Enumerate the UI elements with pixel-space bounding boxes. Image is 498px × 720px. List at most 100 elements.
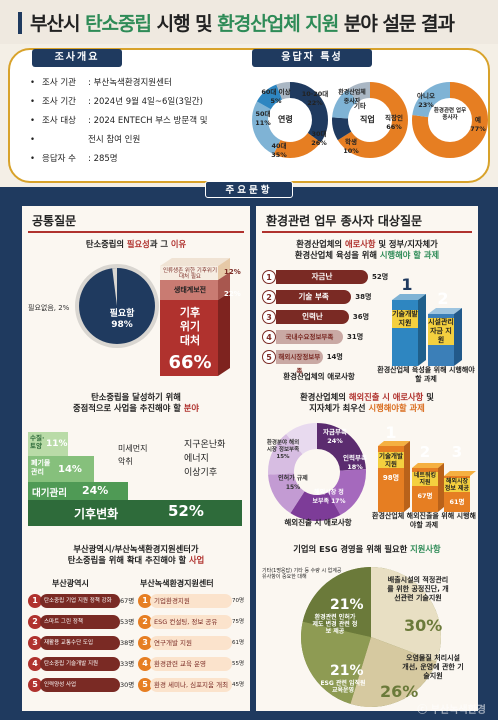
difficulty-bar: 해외시장정보부족 xyxy=(276,350,323,375)
esg-pct-3: 21% xyxy=(330,663,364,679)
job-label: 기타 xyxy=(354,102,366,110)
overseas-value-1: 98명 xyxy=(382,474,400,482)
rank-number: 3 xyxy=(138,636,152,650)
center-item: 환경관련 교육 운영 xyxy=(150,657,232,671)
busan-city-value: 33명 xyxy=(120,660,135,668)
difficulty-value: 14명 xyxy=(326,353,343,361)
overseas-value-2: 67명 xyxy=(417,492,433,500)
overview-item: 응답자 수: 285명 xyxy=(30,153,208,172)
title-accent-bar xyxy=(18,12,22,34)
rank-number: 4 xyxy=(28,657,42,671)
env-worker-label: 아니오 23% xyxy=(417,92,435,109)
busan-city-value: 38명 xyxy=(120,639,135,647)
esg-item-other: 기타(1명응답) 기타 등 수량 시 업계공유사항이 중요한 대해 xyxy=(262,568,342,580)
rank-number: 1 xyxy=(138,594,152,608)
age-label: 10·20대 22% xyxy=(301,90,329,107)
overview-list: 조사 기관: 부산녹색환경지원센터 조사 기간: 2024년 9월 4일~6일(… xyxy=(30,77,208,172)
esg-pct-4: 21% xyxy=(330,597,364,613)
field-strip: 수질·토양 11% xyxy=(28,432,68,456)
difficulty-value: 31명 xyxy=(346,333,364,341)
difficulty-bar: 기술 부족 xyxy=(276,290,352,304)
busan-city-item: 인력양성 사업 xyxy=(40,678,120,692)
busan-city-value: 67명 xyxy=(120,597,135,605)
rank-number: 5 xyxy=(262,350,276,364)
rank-number: 4 xyxy=(262,330,276,344)
env-workers-title: 환경관련 업무 종사자 대상질문 xyxy=(266,214,423,228)
watermark: ⓒ 부산녹색환경 xyxy=(417,705,486,716)
overseas-item-2: 네트워킹 지원 xyxy=(412,472,438,486)
busan-city-value: 53명 xyxy=(120,618,135,626)
q1-title: 탄소중립의 필요성과 그 이유 xyxy=(85,239,187,249)
overview-item: 조사 기관: 부산녹색환경지원센터 xyxy=(30,77,208,96)
env-workers-panel: 환경관련 업무 종사자 대상질문 환경산업체의 애로사항 및 정부/지자체가 환경… xyxy=(256,206,478,711)
esg-item-3: ESG 관련 임직원 교육운영 xyxy=(320,680,366,694)
env-worker-donut-center: 환경관련 업무 종사자 xyxy=(433,108,467,121)
center-header: 부산녹색환경지원센터 xyxy=(140,579,214,588)
center-value: 75명 xyxy=(232,619,245,625)
esg-item-2: 오염물질 처리시설 개선, 운영에 관한 기술지원 xyxy=(402,654,464,680)
necessity-pie-chart xyxy=(75,264,159,348)
overseas-label: 자금부족 24% xyxy=(323,428,347,445)
necessity-inner-label: 필요함 98% xyxy=(109,309,135,330)
reason-climate-pct: 66% xyxy=(168,352,212,373)
job-label: 학생 10% xyxy=(343,138,359,155)
esg-item-4: 환경관련 인허가 제도 변경 관련 정보 제공 xyxy=(312,614,358,635)
job-label: 환경산업체 종사자 xyxy=(338,89,366,105)
podium-item-2: 시설관리 자금 지원 xyxy=(428,318,454,345)
q3-title: 부산광역시/부산녹색환경지원센터가 탄소중립을 위해 확대 추진해야 할 사업 xyxy=(67,544,205,565)
overseas-rank-3: 3 xyxy=(451,443,463,461)
reason-top-label: 인류생존 위한 기후위기 대처 필요 xyxy=(162,268,218,280)
overview-item: 조사 대상: 2024 ENTECH 부스 방문객 및 xyxy=(30,115,208,134)
difficulty-bar: 국내수요정보부족 xyxy=(276,330,343,344)
rank-number: 2 xyxy=(262,290,276,304)
center-value: 45명 xyxy=(232,682,245,688)
job-label: 직장인 66% xyxy=(385,114,403,131)
difficulty-caption: 환경산업체의 애로사항 xyxy=(283,372,355,381)
overseas-difficulty-donut xyxy=(268,423,366,521)
overseas-label: 인허가 규제 15% xyxy=(278,475,308,491)
age-label: 40대 35% xyxy=(271,142,287,159)
overseas-rank-2: 2 xyxy=(419,443,431,461)
age-donut-chart xyxy=(252,82,328,158)
rank-number: 2 xyxy=(28,615,42,629)
rank-number: 4 xyxy=(138,657,152,671)
center-item: 환경 세미나, 심포지움 개최 xyxy=(150,678,232,692)
podium-rank-2: 2 xyxy=(437,289,449,308)
difficulty-value: 36명 xyxy=(352,313,370,321)
age-label: 30대 26% xyxy=(311,130,327,147)
difficulty-value: 38명 xyxy=(355,293,372,301)
policy-caption: 환경산업체 육성을 위해 시행해야할 과제 xyxy=(377,366,475,383)
busan-city-item: 탄소중립 기업 지원 정책 강화 xyxy=(40,594,120,608)
esg-pct-1: 30% xyxy=(404,616,443,635)
r-q1-title: 환경산업체의 애로사항 및 정부/지자체가 환경산업체 육성을 위해 시행해야 할… xyxy=(294,239,440,260)
rank-number: 3 xyxy=(28,636,42,650)
overseas-policy-caption: 환경산업체 해외진출을 위해 시행해야할 과제 xyxy=(372,512,476,529)
busan-city-item: 스마트 그린 정책 xyxy=(40,615,120,629)
page-title: 부산시 탄소중립 시행 및 환경산업체 지원 분야 설문 결과 xyxy=(30,13,455,35)
age-label: 50대 11% xyxy=(255,110,271,127)
busan-city-item: 탄소중립 기술개발 지원 xyxy=(40,657,120,671)
center-item: 기업환경지원 xyxy=(150,594,232,608)
reasons-stacked-box xyxy=(160,258,230,376)
rank-number: 5 xyxy=(28,678,42,692)
rank-number: 1 xyxy=(262,270,276,284)
age-label: 60대 이상 5% xyxy=(261,88,291,105)
reason-climate-label: 기후 위기 대처 xyxy=(179,306,201,347)
esg-support-pie xyxy=(300,567,441,707)
overseas-caption: 해외진출 시 애로사항 xyxy=(284,518,352,527)
other-field-list: 미세먼지 악취 xyxy=(118,444,148,466)
rank-number: 2 xyxy=(138,615,152,629)
esg-item-1: 배출시설의 적정관리를 위한 공정진단, 개선관련 기술지원 xyxy=(387,576,449,602)
common-questions-panel: 공통질문 탄소중립의 필요성과 그 이유 필요없음, 2% 필요함 98% 인류… xyxy=(22,206,250,711)
podium-item-1: 기술개발 지원 xyxy=(392,310,418,328)
env-worker-label: 예 77% xyxy=(470,116,486,133)
survey-overview-card: 조사개요 응답자 특성 조사 기관: 부산녹색환경지원센터 조사 기간: 202… xyxy=(8,48,490,183)
busan-city-item: 재활용 교통수단 도입 xyxy=(40,636,120,650)
difficulty-value: 52명 xyxy=(372,273,389,281)
overseas-value-3: 61명 xyxy=(449,498,465,506)
reason-pct-small: 12% xyxy=(224,268,241,276)
reason-pct-small: 22% xyxy=(224,290,241,298)
esg-pct-2: 26% xyxy=(380,682,419,701)
field-strip: 기후변화 52% xyxy=(28,500,242,526)
difficulty-bar: 자금난 xyxy=(276,270,368,284)
